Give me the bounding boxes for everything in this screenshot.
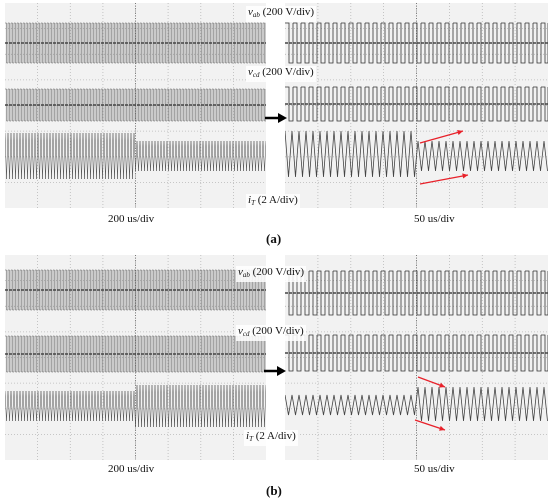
scope-grid (285, 3, 548, 208)
scope-b-right-plot (285, 255, 548, 460)
red-arrow-b-upper (417, 376, 446, 388)
trace-it-a-left (5, 132, 266, 180)
label-vab-a: vab (200 V/div) (246, 6, 317, 22)
timebase-a-right: 50 us/div (414, 213, 455, 225)
trace-it-b-left (5, 384, 266, 428)
zoom-arrow-b (264, 366, 286, 376)
zoom-arrow-a (265, 113, 287, 123)
trace-vcd-b-left (5, 335, 266, 373)
trace-vab-a-left (5, 22, 266, 64)
red-arrow-b-lower (414, 419, 446, 431)
scope-b-left-plot (5, 255, 266, 460)
red-arrow-a-lower (419, 173, 469, 185)
panel-label-b: (b) (266, 483, 282, 498)
label-vcd-a: vcd (200 V/div) (246, 66, 316, 82)
trace-vab-b-left (5, 269, 266, 311)
label-vab-b: vab (200 V/div) (236, 266, 307, 282)
label-it-b: iT (2 A/div) (244, 430, 298, 446)
label-vcd-b: vcd (200 V/div) (236, 325, 306, 341)
scope-b-left (5, 255, 266, 460)
trace-vcd-a-right (285, 86, 548, 122)
trace-vab-a-right (285, 22, 548, 64)
panel-label-a: (a) (266, 231, 282, 246)
scope-b-right (285, 255, 548, 460)
scope-a-left-plot (5, 3, 266, 208)
trace-vab-b-right (285, 270, 548, 316)
trace-vcd-b-right (285, 334, 548, 372)
scope-grid (285, 255, 548, 460)
trace-it-a-right (285, 130, 548, 178)
timebase-b-left: 200 us/div (108, 463, 155, 475)
red-arrow-a-upper (419, 129, 464, 144)
trace-vcd-a-left (5, 88, 266, 122)
scope-a-right (285, 3, 548, 208)
timebase-b-right: 50 us/div (414, 463, 455, 475)
label-it-a: iT (2 A/div) (246, 194, 300, 210)
trace-it-b-right (285, 386, 548, 422)
timebase-a-left: 200 us/div (108, 213, 155, 225)
scope-a-left (5, 3, 266, 208)
scope-a-right-plot (285, 3, 548, 208)
